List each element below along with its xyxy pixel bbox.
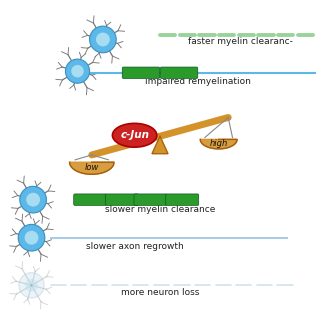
FancyBboxPatch shape [166,194,199,205]
Circle shape [25,231,38,245]
Polygon shape [200,140,237,149]
FancyBboxPatch shape [160,67,198,78]
Text: slower myelin clearance: slower myelin clearance [105,205,215,214]
Polygon shape [152,136,168,154]
Text: more neuron loss: more neuron loss [121,288,199,297]
Text: low: low [84,163,99,172]
Circle shape [25,279,38,292]
Circle shape [18,224,45,251]
FancyBboxPatch shape [105,194,139,205]
Circle shape [71,65,84,77]
Circle shape [96,33,110,46]
Polygon shape [69,162,114,174]
Text: high: high [210,139,228,148]
Ellipse shape [112,124,157,147]
Circle shape [90,26,116,53]
FancyBboxPatch shape [122,67,160,78]
Text: faster myelin clearanc-: faster myelin clearanc- [188,37,293,46]
Circle shape [20,186,46,213]
Circle shape [66,59,90,83]
Circle shape [19,273,44,298]
FancyBboxPatch shape [74,194,107,205]
Circle shape [26,193,40,207]
FancyBboxPatch shape [134,194,167,205]
Text: slower axon regrowth: slower axon regrowth [86,242,183,251]
Text: c-Jun: c-Jun [120,130,149,140]
Text: impaired remyelination: impaired remyelination [145,77,251,86]
